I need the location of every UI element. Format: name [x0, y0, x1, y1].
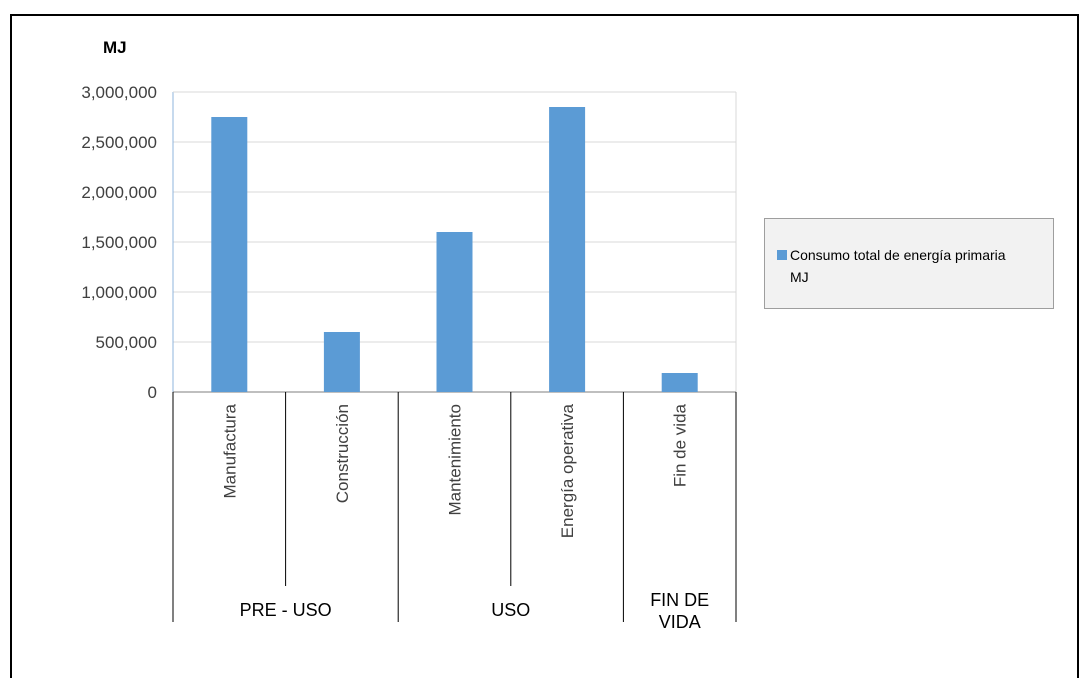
y-tick-label: 1,000,000	[81, 283, 157, 302]
y-tick-label: 2,500,000	[81, 133, 157, 152]
bar	[323, 332, 360, 392]
axes	[172, 91, 737, 622]
bar	[436, 232, 473, 392]
bar	[549, 107, 586, 392]
y-tick-label: 0	[148, 383, 157, 402]
x-category-label: Mantenimiento	[446, 404, 465, 516]
y-axis-unit-label: MJ	[103, 38, 127, 57]
x-group-label-line: FIN DE	[650, 590, 709, 610]
bar	[211, 117, 248, 392]
legend-swatch	[777, 250, 787, 260]
x-category-labels: Manufactura Construcción Mantenimiento Ener…	[220, 403, 689, 538]
legend-label-line-2: MJ	[790, 269, 809, 285]
legend-label: Consumo total de energía primaria MJ	[790, 244, 1052, 288]
chart-frame	[10, 14, 1079, 678]
x-category-label: Manufactura	[220, 403, 239, 498]
y-tick-label: 500,000	[96, 333, 157, 352]
legend: Consumo total de energía primaria MJ	[764, 218, 1054, 309]
bars	[211, 107, 698, 392]
x-category-label: Energía operativa	[558, 403, 577, 538]
x-group-label-line: VIDA	[659, 612, 701, 632]
y-tick-labels: 3,000,000 2,500,000 2,000,000 1,500,000 1,00…	[81, 83, 157, 402]
x-group-label: PRE - USO	[240, 600, 332, 620]
y-tick-label: 2,000,000	[81, 183, 157, 202]
x-category-label: Fin de vida	[671, 403, 690, 487]
x-group-label: USO	[491, 600, 530, 620]
y-tick-label: 1,500,000	[81, 233, 157, 252]
y-tick-label: 3,000,000	[81, 83, 157, 102]
bar	[661, 373, 698, 392]
legend-label-line-1: Consumo total de energía primaria	[790, 247, 1006, 263]
x-category-label: Construcción	[333, 404, 352, 503]
